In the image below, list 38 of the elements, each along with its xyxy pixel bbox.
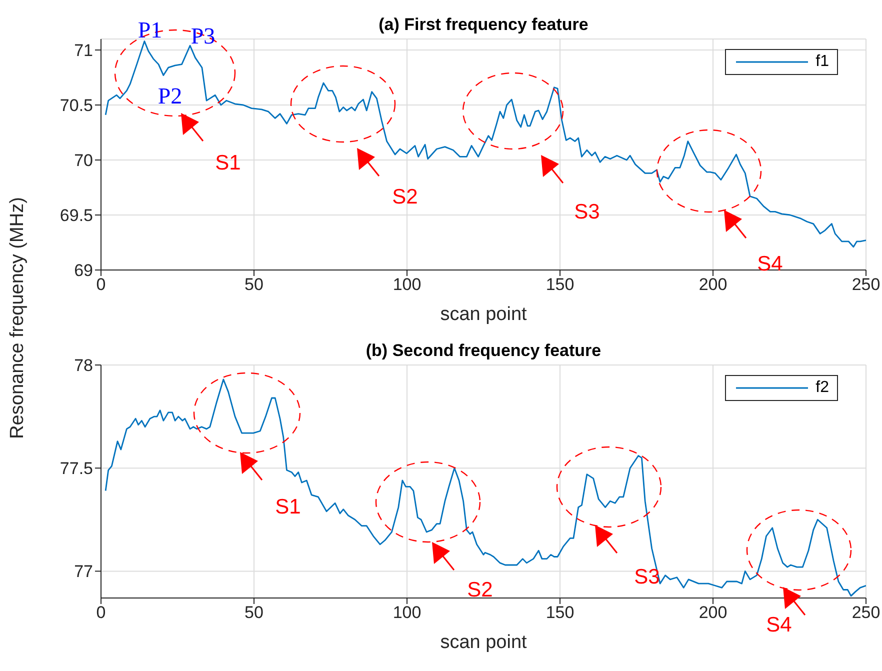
x-axis-title: scan point bbox=[440, 304, 528, 325]
annotation: P1 bbox=[138, 18, 162, 42]
annotation: S3 bbox=[574, 200, 600, 224]
annotation: S1 bbox=[215, 152, 241, 174]
chart-title: (b) Second frequency feature bbox=[364, 341, 602, 361]
y-tick-label: 69.5 bbox=[60, 206, 93, 226]
line-series bbox=[104, 378, 866, 597]
x-tick-label: 50 bbox=[244, 603, 264, 622]
y-tick-label: 77.5 bbox=[60, 459, 93, 478]
y-tick-label: 78 bbox=[74, 356, 93, 376]
x-tick-label: 0 bbox=[96, 603, 106, 622]
y-tick-label: 69 bbox=[74, 261, 93, 280]
chart-title: (a) First frequency feature bbox=[378, 15, 588, 34]
annotation: S1 bbox=[275, 496, 301, 518]
x-tick-label: 200 bbox=[698, 603, 728, 622]
text: S4 bbox=[766, 614, 792, 636]
annotation: P2 bbox=[158, 84, 182, 108]
x-tick-label: 100 bbox=[392, 275, 422, 294]
annotation: P3 bbox=[190, 24, 216, 48]
x-axis-title: scan point bbox=[440, 632, 528, 653]
y-tick-label: 70.5 bbox=[60, 96, 93, 116]
y-tick-label: 77 bbox=[74, 562, 93, 582]
x-tick-label: 50 bbox=[244, 275, 264, 294]
annotation: S3 bbox=[634, 566, 660, 588]
legend-label: f1 bbox=[816, 53, 829, 71]
x-tick-label: 150 bbox=[546, 275, 574, 294]
legend-label: f2 bbox=[816, 379, 829, 397]
annotation: S2 bbox=[467, 578, 493, 602]
x-tick-label: 100 bbox=[392, 603, 422, 622]
y-tick-label: 71 bbox=[74, 41, 93, 60]
y-tick-label: 70 bbox=[74, 151, 93, 170]
x-tick-label: 200 bbox=[698, 275, 728, 294]
x-tick-label: 0 bbox=[96, 275, 106, 294]
annotation: S2 bbox=[392, 186, 418, 208]
x-tick-label: 250 bbox=[852, 603, 880, 622]
y-axis-title: Resonance frequency (MHz) bbox=[7, 197, 29, 439]
x-tick-label: 250 bbox=[852, 275, 880, 294]
x-tick-label: 150 bbox=[546, 603, 574, 622]
